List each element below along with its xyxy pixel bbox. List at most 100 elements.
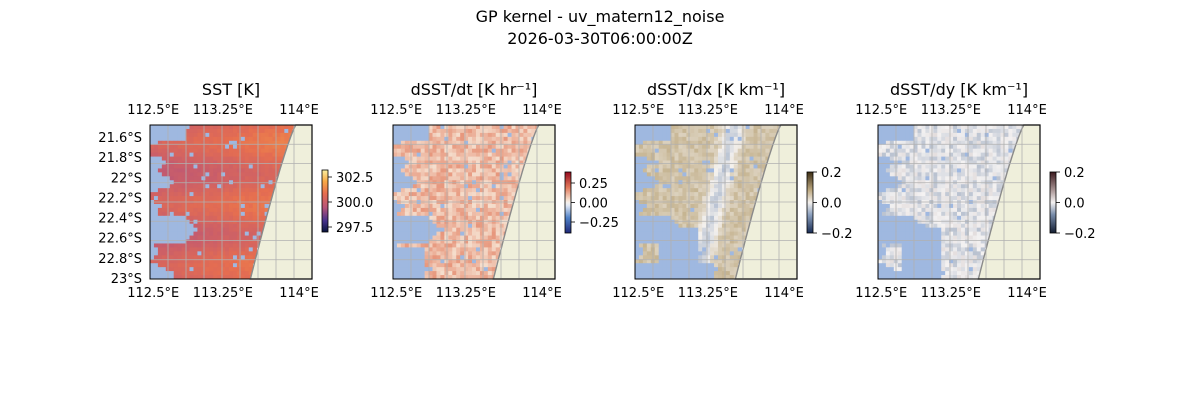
heatmap-cell [236, 144, 242, 150]
panels: SST [K]112.5°E112.5°E113.25°E113.25°E114… [98, 80, 1095, 301]
colorbar-tick-label: 297.5 [336, 221, 373, 236]
x-tick-label-top: 112.5°E [370, 103, 422, 118]
heatmap-cell [173, 132, 179, 138]
heatmap-cell [638, 267, 644, 272]
heatmap-cell [889, 215, 895, 221]
heatmap-cell [181, 152, 186, 157]
heatmap-cell [436, 172, 441, 177]
heatmap-cell [889, 140, 895, 146]
heatmap-cell [436, 196, 441, 201]
heatmap-cell [416, 255, 422, 260]
heatmap-cell [972, 227, 978, 233]
heatmap-cell [710, 196, 715, 201]
heatmap-cell [209, 132, 214, 138]
heatmap-cell [662, 203, 668, 209]
heatmap-cell [173, 223, 179, 229]
heatmap-cell [682, 132, 687, 138]
heatmap-cell [252, 160, 258, 165]
heatmap-cell [638, 152, 644, 157]
heatmap-cell [189, 275, 194, 280]
heatmap-cell [491, 125, 497, 130]
heatmap-cell [232, 203, 238, 209]
heatmap-cell [737, 235, 743, 240]
heatmap-cell [240, 243, 246, 248]
heatmap-cell [889, 160, 895, 165]
heatmap-cell [424, 203, 429, 209]
heatmap-cell [976, 176, 982, 181]
heatmap-cell [885, 156, 891, 161]
heatmap-cell [177, 275, 183, 280]
heatmap-cell [436, 211, 441, 217]
heatmap-cell [268, 132, 273, 138]
heatmap-cell [460, 207, 465, 213]
heatmap-cell [507, 176, 512, 181]
heatmap-cell [225, 144, 230, 150]
heatmap-cell [714, 235, 719, 240]
heatmap-cell [1000, 128, 1005, 134]
heatmap-cell [460, 188, 465, 193]
heatmap-cell [393, 136, 398, 142]
heatmap-cell [248, 223, 254, 229]
heatmap-cell [229, 196, 234, 201]
heatmap-cell [992, 128, 997, 134]
heatmap-cell [412, 211, 418, 217]
heatmap-cell [404, 251, 410, 256]
heatmap-cell [236, 255, 242, 260]
heatmap-cell [725, 168, 731, 173]
heatmap-cell [925, 255, 930, 260]
heatmap-cell [225, 140, 230, 146]
heatmap-cell [177, 172, 183, 177]
heatmap-cell [757, 164, 762, 169]
heatmap-cell [189, 251, 194, 256]
heatmap-cell [937, 207, 942, 213]
heatmap-cell [460, 247, 465, 252]
heatmap-cell [189, 219, 194, 225]
heatmap-cell [702, 125, 707, 130]
heatmap-cell [690, 172, 695, 177]
heatmap-cell [153, 172, 159, 177]
heatmap-cell [717, 247, 723, 252]
heatmap-cell [881, 259, 887, 264]
heatmap-cell [988, 160, 993, 165]
heatmap-cell [436, 184, 441, 189]
heatmap-cell [519, 125, 524, 130]
x-tick-label-top: 114°E [1007, 103, 1047, 118]
heatmap-cell [232, 271, 238, 276]
heatmap-cell [284, 128, 289, 134]
heatmap-cell [737, 160, 743, 165]
heatmap-cell [686, 251, 691, 256]
heatmap-cell [690, 255, 695, 260]
heatmap-cell [499, 211, 505, 217]
heatmap-cell [698, 160, 703, 165]
heatmap-cell [725, 207, 731, 213]
heatmap-cell [153, 188, 159, 193]
heatmap-cell [666, 176, 671, 181]
heatmap-cell [905, 255, 911, 260]
heatmap-cell [729, 207, 735, 213]
heatmap-cell [217, 231, 222, 236]
heatmap-cell [472, 223, 477, 229]
heatmap-cell [456, 203, 461, 209]
heatmap-cell [714, 144, 719, 150]
heatmap-cell [499, 239, 505, 244]
heatmap-cell [161, 259, 167, 264]
heatmap-cell [221, 188, 226, 193]
heatmap-cell [232, 247, 238, 252]
heatmap-cell [721, 140, 727, 146]
heatmap-cell [507, 164, 512, 169]
heatmap-cell [157, 203, 163, 209]
heatmap-cell [976, 160, 982, 165]
heatmap-cell [949, 227, 954, 233]
heatmap-cell [161, 207, 167, 213]
heatmap-cell [428, 215, 433, 221]
heatmap-cell [280, 152, 285, 157]
heatmap-cell [670, 160, 675, 165]
heatmap-cell [642, 231, 648, 236]
heatmap-cell [161, 125, 167, 130]
heatmap-cell [729, 215, 735, 221]
heatmap-cell [483, 271, 489, 276]
heatmap-cell [472, 235, 477, 240]
heatmap-cell [161, 160, 167, 165]
heatmap-cell [753, 188, 758, 193]
heatmap-cell [929, 168, 934, 173]
